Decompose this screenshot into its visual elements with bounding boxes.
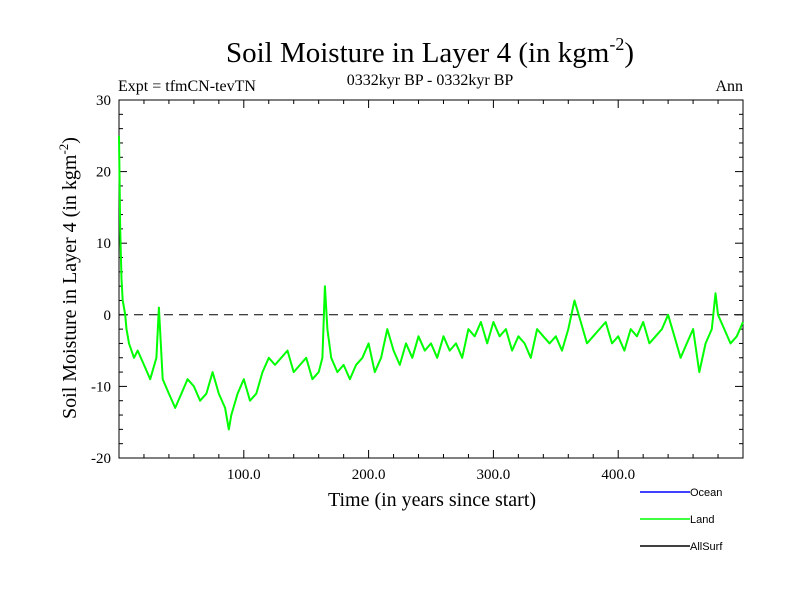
y-tick-label: 30 xyxy=(96,93,111,109)
y-tick-label: 0 xyxy=(104,308,112,324)
x-tick-label: 100.0 xyxy=(227,467,261,483)
plot-frame xyxy=(118,99,744,459)
y-tick-label: -20 xyxy=(91,451,111,467)
y-tick-label: 20 xyxy=(96,165,111,181)
chart-title: Soil Moisture in Layer 4 (in kgm-2) xyxy=(226,34,634,69)
subtitle-center: 0332kyr BP - 0332kyr BP xyxy=(347,72,514,89)
series-line-land xyxy=(118,135,744,431)
y-tick-label: 10 xyxy=(96,236,111,252)
x-axis-label: Time (in years since start) xyxy=(328,489,536,511)
legend-label-land: Land xyxy=(690,514,714,526)
y-axis-label: Soil Moisture in Layer 4 (in kgm-2) xyxy=(56,137,81,419)
legend-label-allsurf: AllSurf xyxy=(690,541,723,553)
subtitle-left: Expt = tfmCN-tevTN xyxy=(118,78,256,95)
x-tick-label: 200.0 xyxy=(352,467,386,483)
subtitle-right: Ann xyxy=(715,78,743,95)
legend-label-ocean: Ocean xyxy=(690,487,722,499)
x-tick-label: 400.0 xyxy=(601,467,635,483)
y-tick-label: -10 xyxy=(91,379,111,395)
x-tick-label: 300.0 xyxy=(477,467,511,483)
